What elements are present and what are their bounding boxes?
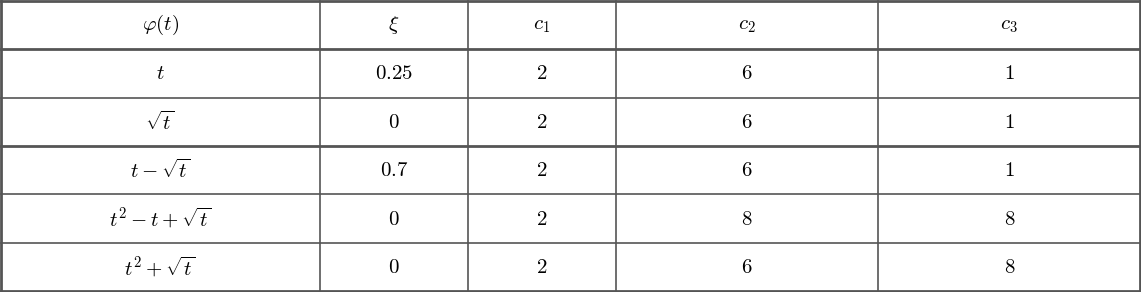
Text: $t^2 + \sqrt{t}$: $t^2 + \sqrt{t}$ [124,255,196,279]
Text: $2$: $2$ [536,112,548,132]
Text: $\varphi(t)$: $\varphi(t)$ [141,13,179,37]
Text: $\sqrt{t}$: $\sqrt{t}$ [145,110,175,133]
Text: $6$: $6$ [742,160,753,180]
Text: $c_3$: $c_3$ [1001,15,1018,35]
Text: $t - \sqrt{t}$: $t - \sqrt{t}$ [130,159,191,182]
Text: $6$: $6$ [742,63,753,83]
Text: $6$: $6$ [742,112,753,132]
Text: $c_2$: $c_2$ [738,15,756,35]
Text: $0.25$: $0.25$ [375,63,413,83]
Text: $0$: $0$ [388,257,399,277]
Text: $1$: $1$ [1004,63,1014,83]
Text: $8$: $8$ [1003,257,1015,277]
Text: $6$: $6$ [742,257,753,277]
Text: $2$: $2$ [536,63,548,83]
Text: $0$: $0$ [388,112,399,132]
Text: $t^2 - t + \sqrt{t}$: $t^2 - t + \sqrt{t}$ [110,207,211,231]
Text: $c_1$: $c_1$ [534,15,551,35]
Text: $2$: $2$ [536,257,548,277]
Text: $t$: $t$ [156,63,164,83]
Text: $2$: $2$ [536,209,548,229]
Text: $8$: $8$ [742,209,753,229]
Text: $8$: $8$ [1003,209,1015,229]
Text: $1$: $1$ [1004,160,1014,180]
Text: $2$: $2$ [536,160,548,180]
Text: $0.7$: $0.7$ [380,160,408,180]
Text: $0$: $0$ [388,209,399,229]
Text: $1$: $1$ [1004,112,1014,132]
Text: $\xi$: $\xi$ [388,14,399,36]
